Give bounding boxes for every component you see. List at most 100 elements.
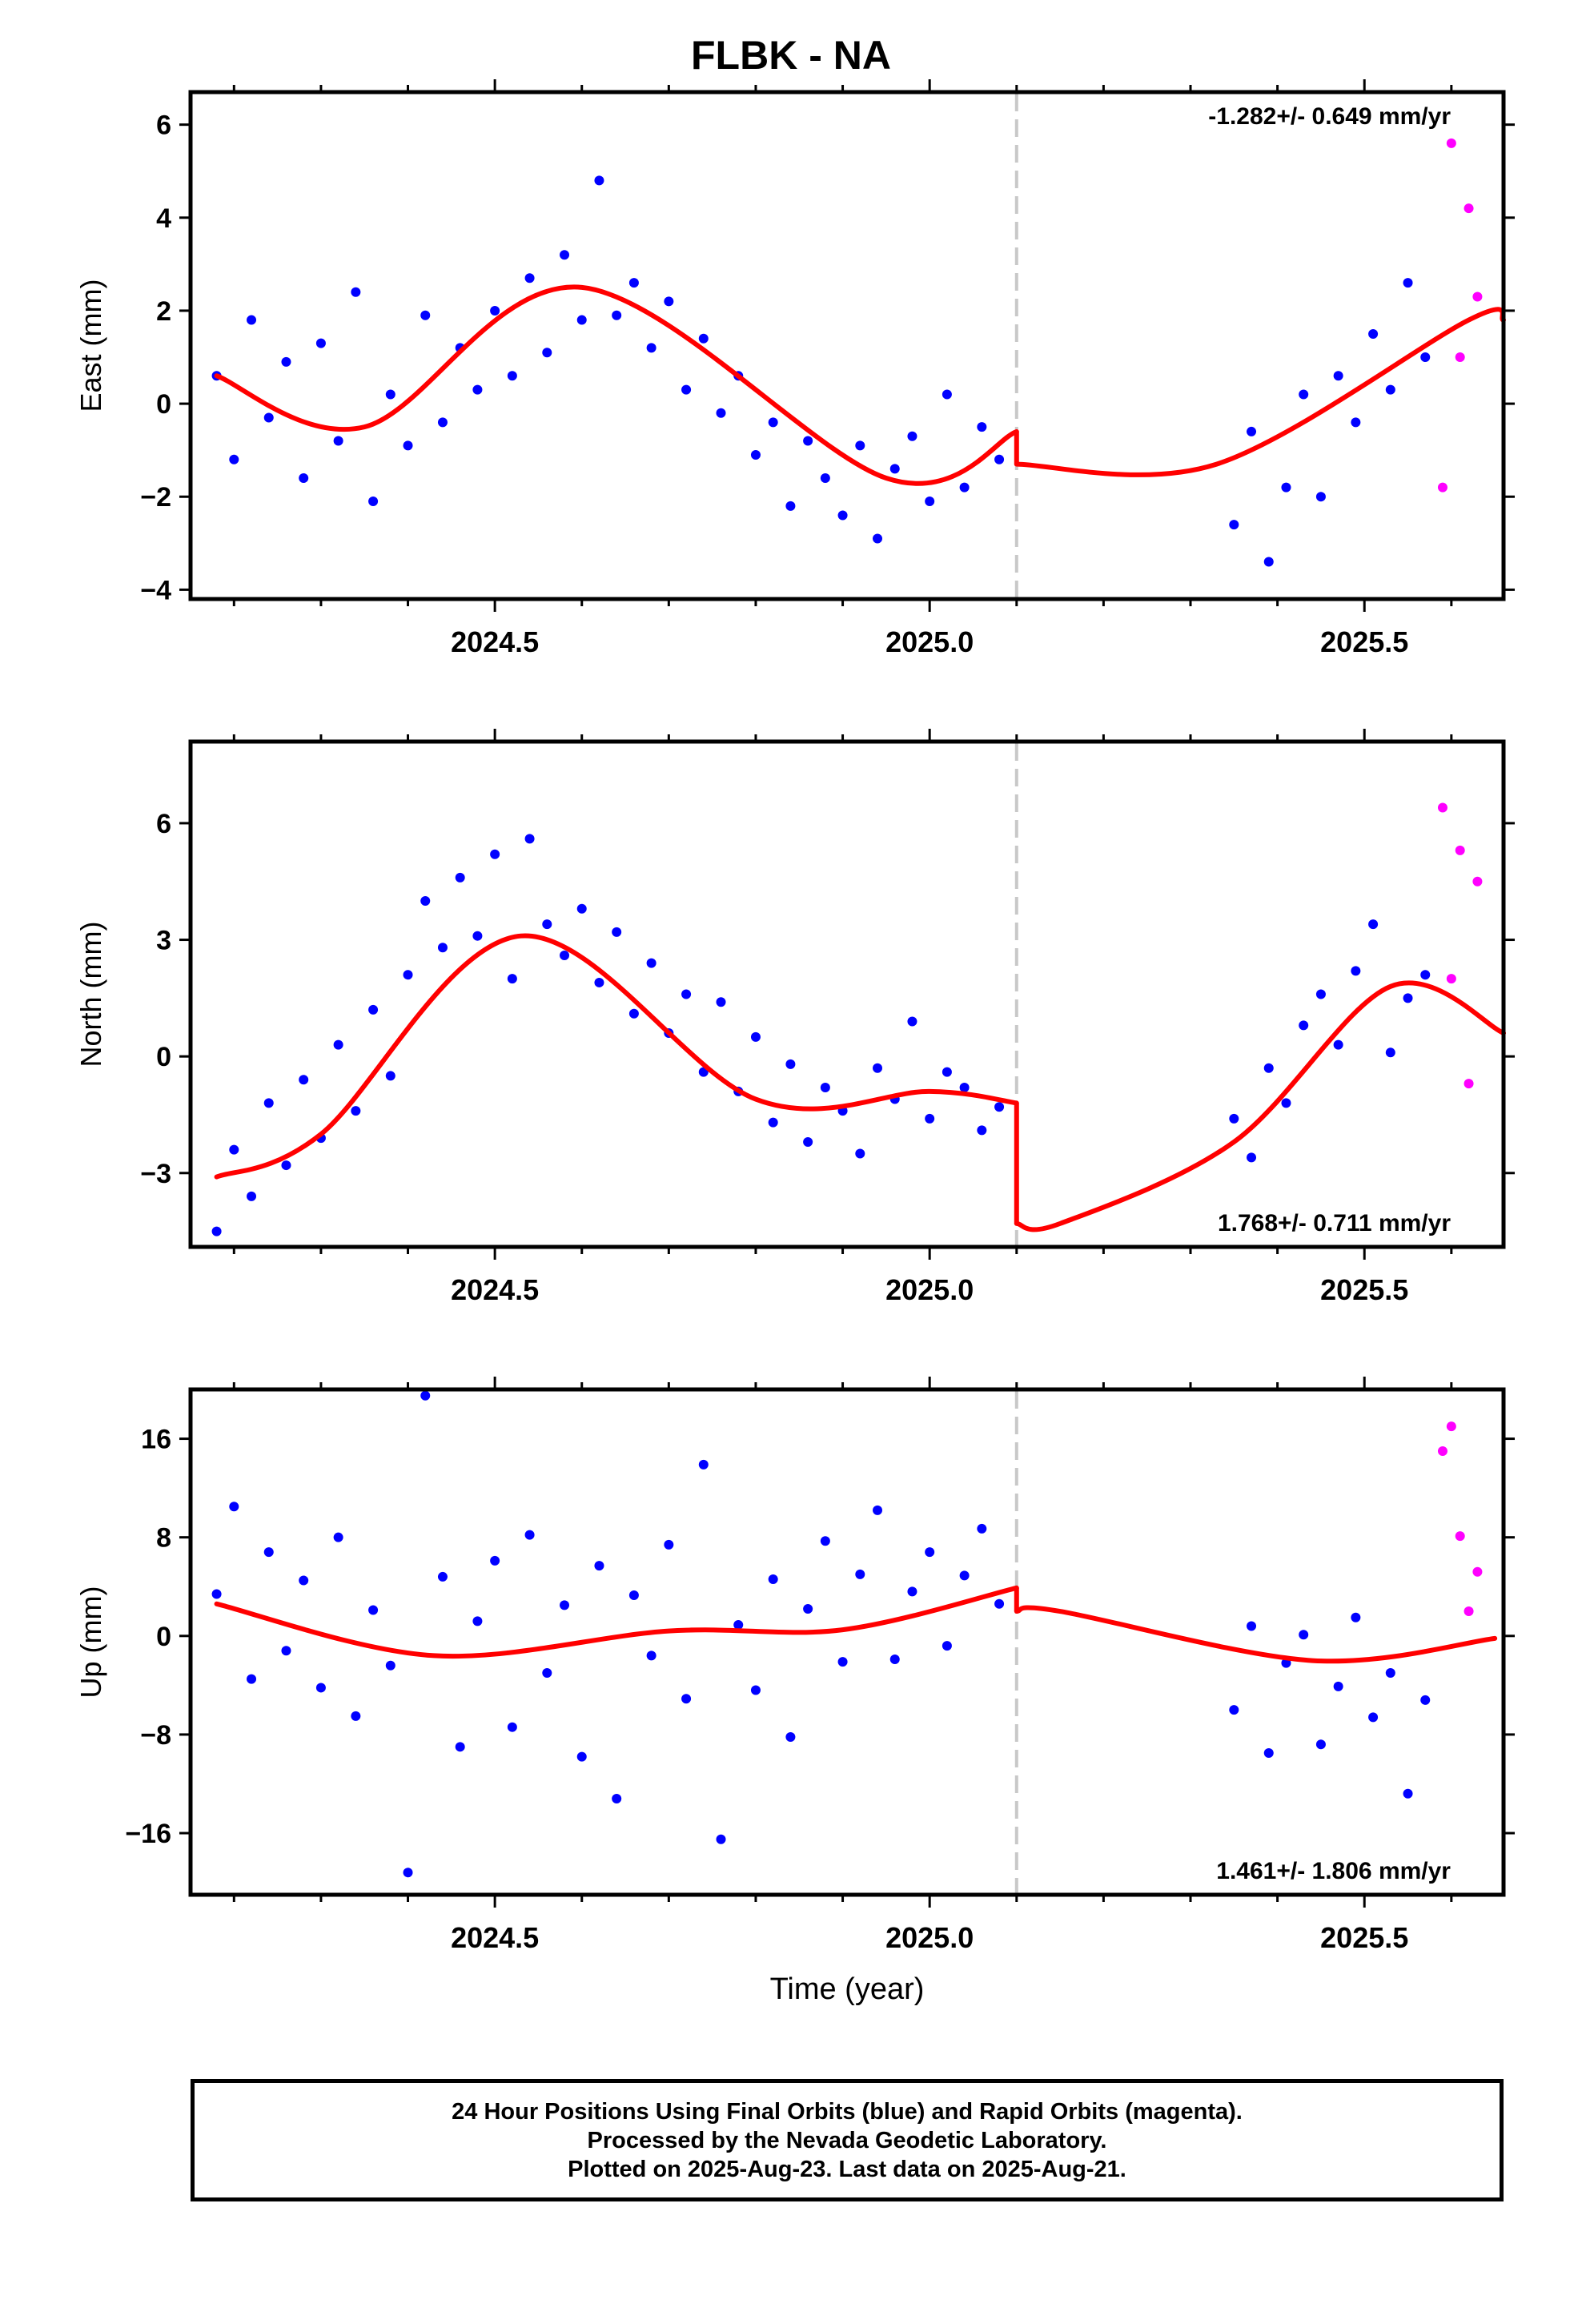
final-point-north-42 (942, 1067, 952, 1077)
final-point-up-23 (612, 1793, 622, 1803)
final-point-east-37 (855, 440, 865, 451)
final-point-east-20 (560, 250, 570, 260)
final-point-east-38 (873, 533, 883, 544)
final-point-north-40 (907, 1016, 917, 1027)
final-point-east-27 (681, 384, 692, 395)
final-point-north-3 (263, 1098, 274, 1108)
final-point-east-32 (768, 417, 778, 428)
final-point-north-23 (612, 927, 622, 937)
final-point-up-39 (889, 1655, 900, 1665)
model-curve-north-b (1014, 980, 1506, 1232)
rapid-point-north-2 (1455, 845, 1465, 855)
final-point-east-40 (907, 431, 917, 441)
final-point-north-14 (455, 872, 465, 883)
ytick-label-up-0: −16 (125, 1819, 171, 1849)
final-point-east-10 (385, 389, 396, 400)
final-point-north-5 (299, 1075, 309, 1085)
final-point-north-2 (247, 1191, 257, 1201)
final-point-east-3 (263, 412, 274, 423)
final-point-up-25 (646, 1651, 656, 1661)
final-point-up-44 (977, 1523, 987, 1534)
ytick-label-east-3: 2 (156, 296, 171, 327)
final-point-up-38 (873, 1505, 883, 1515)
final-point-east-35 (820, 473, 830, 484)
final-point-up-50 (1299, 1630, 1309, 1640)
final-point-up-42 (942, 1641, 952, 1651)
final-point-up-45 (994, 1598, 1005, 1609)
final-point-up-55 (1385, 1667, 1395, 1678)
final-point-north-13 (437, 943, 448, 953)
final-point-east-16 (490, 305, 500, 316)
final-point-up-48 (1263, 1748, 1274, 1759)
xlabel-up: Time (year) (770, 1972, 925, 2006)
final-point-north-45 (994, 1102, 1005, 1112)
final-point-east-31 (750, 449, 761, 460)
final-point-up-54 (1368, 1712, 1379, 1723)
final-point-up-5 (299, 1575, 309, 1586)
final-point-north-27 (681, 989, 692, 999)
figure-title: FLBK - NA (691, 33, 891, 78)
final-point-east-45 (994, 454, 1005, 464)
final-point-up-21 (576, 1751, 587, 1762)
ylabel-up: Up (mm) (74, 1586, 107, 1699)
final-point-north-9 (368, 1004, 379, 1015)
final-point-east-7 (333, 436, 343, 446)
final-point-up-18 (524, 1530, 535, 1540)
rapid-point-east-2 (1455, 352, 1465, 363)
final-point-east-13 (437, 417, 448, 428)
final-point-east-33 (785, 501, 796, 511)
rapid-point-east-3 (1464, 203, 1474, 214)
final-point-north-21 (576, 903, 587, 914)
final-point-north-57 (1420, 970, 1431, 980)
final-point-east-22 (594, 175, 604, 186)
final-point-east-52 (1333, 371, 1343, 381)
final-point-up-43 (959, 1570, 970, 1581)
final-point-north-53 (1351, 966, 1361, 976)
final-point-up-9 (368, 1605, 379, 1615)
rapid-point-east-0 (1437, 482, 1447, 493)
xtick-label-east-1: 2025.0 (885, 625, 974, 658)
final-point-up-36 (837, 1657, 848, 1667)
ytick-label-east-5: 6 (156, 111, 171, 141)
final-point-up-57 (1420, 1695, 1431, 1705)
final-point-up-3 (263, 1547, 274, 1558)
rapid-point-north-4 (1472, 876, 1483, 887)
final-point-up-46 (1229, 1705, 1239, 1715)
final-point-up-7 (333, 1532, 343, 1542)
final-point-up-2 (247, 1674, 257, 1684)
ytick-label-up-4: 16 (141, 1425, 171, 1455)
frame-east (188, 90, 1506, 601)
final-point-up-1 (229, 1502, 239, 1512)
rapid-point-east-1 (1446, 138, 1456, 148)
rapid-point-up-1 (1446, 1421, 1456, 1432)
final-point-up-51 (1315, 1739, 1326, 1750)
final-point-up-12 (420, 1390, 431, 1401)
final-point-north-50 (1299, 1020, 1309, 1031)
final-point-east-55 (1385, 384, 1395, 395)
final-point-east-17 (507, 371, 517, 381)
final-point-up-52 (1333, 1681, 1343, 1691)
frame-north (188, 739, 1506, 1249)
final-point-up-16 (490, 1555, 500, 1566)
final-point-east-6 (315, 338, 326, 348)
final-point-up-11 (403, 1868, 413, 1878)
xtick-label-north-2: 2025.5 (1320, 1273, 1408, 1306)
final-point-east-9 (368, 497, 379, 507)
final-point-north-37 (855, 1148, 865, 1159)
ytick-label-north-2: 3 (156, 926, 171, 956)
final-point-north-35 (820, 1082, 830, 1092)
final-point-north-24 (628, 1008, 639, 1019)
final-point-east-26 (664, 296, 674, 307)
final-point-up-27 (681, 1694, 692, 1704)
final-point-north-12 (420, 896, 431, 907)
final-point-up-35 (820, 1536, 830, 1546)
final-point-up-17 (507, 1722, 517, 1732)
ytick-label-up-2: 0 (156, 1622, 171, 1652)
final-point-north-11 (403, 970, 413, 980)
ytick-label-north-3: 6 (156, 809, 171, 839)
rapid-point-north-0 (1437, 802, 1447, 813)
final-point-up-47 (1247, 1621, 1257, 1631)
rate-label-up: 1.461+/- 1.806 mm/yr (1216, 1858, 1451, 1884)
final-point-north-10 (385, 1071, 396, 1081)
